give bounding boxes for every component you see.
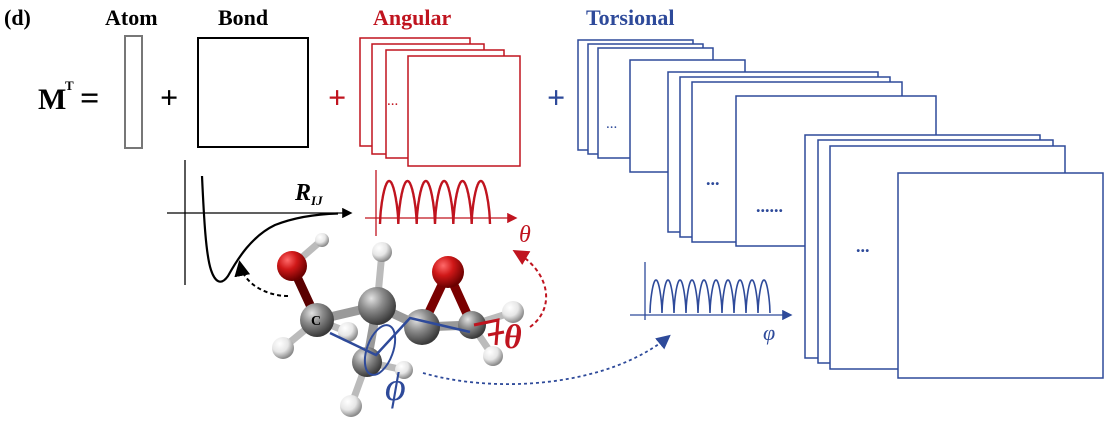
carbon-label: C — [311, 314, 321, 329]
header-bond: Bond — [218, 5, 268, 30]
carbon-atom — [458, 311, 486, 339]
plus-sign-3: + — [547, 79, 565, 115]
torsion-periodic-plot — [630, 262, 793, 321]
angle-marker — [473, 318, 505, 346]
torsional-ellipsis-4: ... — [856, 236, 870, 256]
carbon-atom — [358, 287, 396, 325]
hydrogen-atom — [340, 395, 362, 417]
hydrogen-atom — [483, 346, 503, 366]
bond-arrow — [234, 260, 289, 297]
oxygen-atom-hydroxyl — [277, 251, 307, 281]
torsional-tensor-stack — [577, 39, 1104, 379]
matrix-symbol: M — [38, 83, 66, 116]
bond-axis-label: RIJ — [294, 180, 323, 208]
hydrogen-atom — [315, 233, 329, 247]
torsional-ellipsis-3: ...... — [756, 196, 783, 216]
angle-axis-label: θ — [519, 222, 531, 248]
header-atom: Atom — [105, 5, 158, 30]
header-angular: Angular — [373, 5, 451, 30]
plus-sign-2: + — [328, 79, 346, 115]
hydrogen-atom — [338, 322, 358, 342]
angle-arrow — [512, 249, 547, 328]
panel-label: (d) — [4, 5, 31, 30]
header-torsional: Torsional — [586, 5, 674, 30]
oxygen-atom-epoxide — [432, 256, 464, 288]
hydrogen-atom — [395, 361, 413, 379]
torsion-path — [329, 316, 471, 376]
angle-label: θ — [504, 319, 522, 356]
atom-vector — [124, 35, 143, 149]
angular-oscillation-plot — [365, 170, 518, 236]
torsion-arrow — [422, 334, 671, 385]
torsional-ellipsis-2: ... — [706, 169, 720, 189]
carbon-atom — [300, 303, 334, 337]
equals-sign: = — [80, 80, 99, 117]
hydrogen-atom — [272, 337, 294, 359]
bond-matrix — [197, 37, 309, 148]
torsional-ellipsis-1: ... — [606, 116, 617, 132]
plus-sign-1: + — [160, 79, 178, 115]
torsion-axis-label: φ — [763, 320, 775, 345]
carbon-atom — [404, 309, 440, 345]
bond-potential-plot — [167, 160, 353, 285]
angular-tensor-stack — [359, 37, 521, 167]
angular-ellipsis: ... — [387, 93, 398, 109]
hydrogen-atom — [372, 242, 392, 262]
torsion-angle-label: ϕ — [385, 364, 406, 409]
matrix-superscript: T — [65, 78, 74, 93]
hydrogen-atom — [502, 301, 524, 323]
